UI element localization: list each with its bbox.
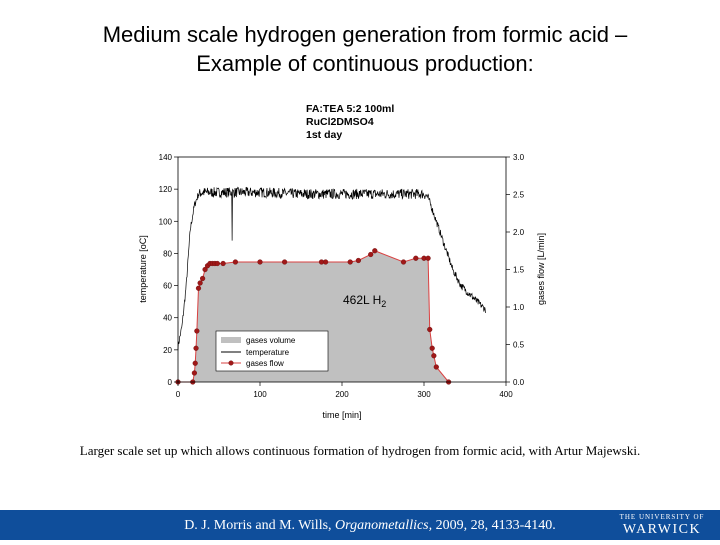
y-right-axis-label: gases flow [L/min]	[536, 233, 546, 305]
y-left-tick-label: 0	[168, 378, 173, 387]
y-right-tick-label: 3.0	[513, 153, 525, 162]
logo-small-text: THE UNIVERSITY OF	[619, 513, 705, 521]
y-right-tick-label: 1.0	[513, 303, 525, 312]
gases-flow-point	[427, 326, 433, 333]
y-right-tick-label: 1.5	[513, 266, 525, 275]
x-tick-label: 200	[335, 390, 349, 399]
legend: gases volume temperature gases flow	[215, 330, 329, 372]
y-left-axis-label: temperature [oC]	[138, 235, 148, 303]
legend-swatch-gases-volume	[221, 337, 241, 343]
gases-flow-point	[355, 257, 362, 264]
y-right-tick-label: 2.0	[513, 228, 525, 237]
slide-title-line-2: Example of continuous production:	[196, 51, 534, 76]
legend-marker-gases-flow	[228, 360, 234, 366]
chart-title-line-3: 1st day	[306, 129, 342, 141]
gases-flow-point	[193, 345, 199, 351]
y-left-axis-ticks: 0 20 40 60 80 100 120 140	[159, 153, 178, 387]
x-tick-label: 100	[253, 390, 267, 399]
gases-flow-point	[282, 259, 288, 265]
gases-flow-point	[425, 255, 431, 261]
gases-flow-point	[195, 285, 202, 291]
slide-title-line-1: Medium scale hydrogen generation from fo…	[102, 22, 628, 47]
y-left-tick-label: 60	[163, 282, 172, 291]
y-left-tick-label: 40	[163, 314, 172, 323]
chart-title-line-2: RuCl2DMSO4	[306, 116, 374, 128]
warwick-logo: THE UNIVERSITY OF WARWICK	[612, 513, 712, 538]
y-right-axis-ticks: 0.0 0.5 1.0 1.5 2.0 2.5 3.0	[506, 153, 525, 387]
gases-flow-point	[372, 248, 378, 254]
footer-bar: D. J. Morris and M. Wills, Organometalli…	[0, 510, 720, 540]
citation: D. J. Morris and M. Wills, Organometalli…	[160, 518, 580, 534]
gases-flow-point	[202, 266, 208, 273]
gases-flow-point	[232, 259, 239, 265]
y-left-tick-label: 140	[159, 153, 173, 162]
gases-flow-point	[323, 259, 329, 265]
gases-flow-point	[220, 260, 226, 267]
y-right-tick-label: 0.5	[513, 341, 525, 350]
temperature-layer	[177, 186, 486, 351]
legend-label-temperature: temperature	[246, 348, 290, 357]
gases-flow-point	[433, 364, 439, 370]
temperature-line	[177, 186, 486, 351]
legend-label-gases-volume: gases volume	[246, 336, 296, 345]
y-left-tick-label: 80	[163, 249, 172, 258]
gases-flow-point	[257, 259, 263, 265]
y-left-tick-label: 100	[159, 217, 173, 226]
gases-flow-point	[200, 275, 206, 282]
gases-flow-point	[347, 259, 353, 265]
y-right-tick-label: 0.0	[513, 378, 525, 387]
annotation-subscript: 2	[381, 299, 386, 309]
citation-details: 2009, 28, 4133-4140.	[432, 518, 556, 533]
x-tick-label: 300	[417, 390, 431, 399]
y-right-tick-label: 2.5	[513, 191, 525, 200]
x-axis-ticks: 0 100 200 300 400	[176, 382, 513, 399]
gases-flow-point	[431, 353, 437, 359]
y-left-tick-label: 20	[163, 346, 172, 355]
gases-flow-point	[194, 328, 200, 334]
gases-flow-point	[413, 255, 419, 261]
gases-flow-point	[192, 360, 198, 366]
y-left-tick-label: 120	[159, 185, 173, 194]
x-axis-label: time [min]	[322, 410, 361, 420]
annotation-462l-h2: 462L H2	[343, 293, 386, 309]
gases-flow-point	[197, 280, 203, 286]
x-tick-label: 400	[499, 390, 513, 399]
gases-flow-point	[214, 260, 220, 267]
logo-big-text: WARWICK	[622, 522, 702, 537]
gases-flow-point	[429, 345, 435, 351]
slide-caption: Larger scale set up which allows continu…	[79, 443, 641, 458]
gases-flow-point	[191, 370, 198, 376]
gases-flow-point	[400, 259, 407, 265]
citation-authors: D. J. Morris and M. Wills,	[184, 518, 336, 533]
slide-title: Medium scale hydrogen generation from fo…	[40, 20, 690, 78]
annotation-text: 462L H	[343, 293, 381, 307]
chart-title-line-1: FA:TEA 5:2 100ml	[306, 103, 394, 115]
gases-flow-point	[368, 251, 374, 258]
legend-label-gases-flow: gases flow	[246, 359, 284, 368]
citation-journal: Organometallics,	[335, 518, 433, 533]
x-tick-label: 0	[176, 390, 181, 399]
